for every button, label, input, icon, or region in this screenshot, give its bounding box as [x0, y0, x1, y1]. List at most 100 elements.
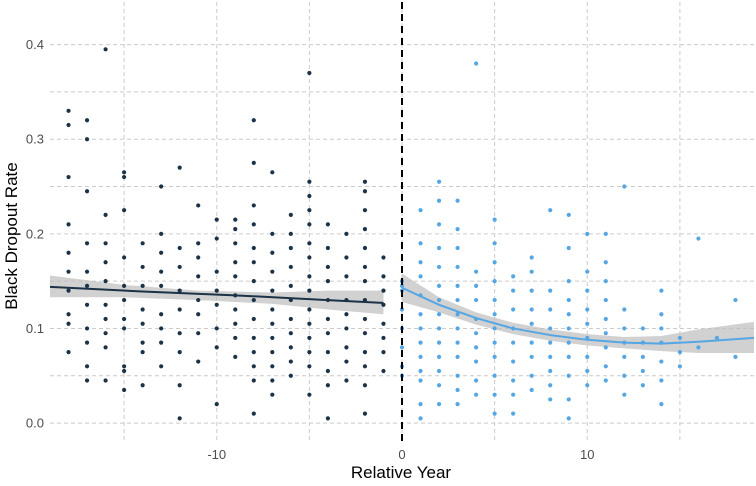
data-point — [122, 387, 127, 393]
data-point — [196, 331, 201, 336]
data-point — [122, 297, 127, 303]
data-point — [381, 335, 386, 341]
data-point — [492, 217, 497, 222]
data-point — [122, 316, 127, 322]
data-point — [84, 326, 90, 331]
data-point — [640, 354, 645, 359]
data-point — [177, 416, 182, 421]
data-point — [288, 283, 293, 288]
data-point — [196, 241, 201, 246]
data-point — [566, 297, 571, 303]
y-tick-labels: 0.0 0.1 0.2 0.3 0.4 — [26, 37, 44, 430]
data-point — [159, 283, 164, 288]
data-point — [177, 288, 182, 293]
data-point — [659, 378, 664, 383]
data-point — [103, 241, 108, 246]
data-point — [159, 231, 164, 236]
data-point — [640, 383, 645, 388]
data-point — [159, 312, 164, 317]
data-point — [307, 193, 312, 199]
data-point — [492, 260, 497, 265]
data-point — [66, 250, 71, 255]
data-point — [251, 350, 256, 355]
data-point — [214, 288, 219, 293]
x-tick-label: -10 — [207, 447, 226, 462]
data-point — [659, 326, 664, 331]
data-point — [362, 383, 368, 388]
data-point — [399, 345, 405, 350]
data-point — [418, 326, 423, 331]
data-point — [529, 307, 534, 312]
data-point — [436, 340, 442, 345]
data-point — [436, 297, 442, 303]
data-point — [585, 321, 590, 326]
data-point — [270, 350, 275, 355]
data-point — [585, 231, 590, 236]
data-point — [270, 321, 275, 326]
data-point — [603, 279, 608, 284]
data-point — [381, 368, 386, 374]
data-point — [251, 118, 256, 123]
data-point — [529, 255, 534, 260]
data-point — [196, 359, 201, 364]
data-point — [362, 245, 368, 251]
data-point — [418, 378, 423, 383]
y-tick-label: 0.2 — [26, 226, 44, 241]
data-point — [418, 274, 423, 279]
data-point — [140, 283, 145, 288]
data-point — [529, 321, 534, 326]
data-point — [548, 288, 553, 293]
data-point — [622, 307, 627, 312]
data-point — [622, 392, 627, 397]
data-point — [344, 274, 349, 279]
data-point — [455, 402, 460, 407]
data-point — [325, 222, 330, 227]
data-point — [362, 179, 368, 184]
data-point — [84, 302, 90, 307]
data-point — [362, 316, 368, 322]
data-point — [159, 250, 164, 255]
data-point — [270, 250, 275, 255]
data-point — [214, 302, 219, 307]
data-point — [288, 245, 293, 251]
data-point — [177, 165, 182, 170]
data-point — [566, 397, 571, 402]
data-point — [603, 297, 608, 303]
data-point — [585, 288, 590, 293]
data-point — [492, 392, 497, 397]
data-point — [103, 212, 108, 218]
data-point — [66, 312, 71, 317]
data-point — [251, 245, 256, 251]
data-point — [270, 307, 275, 312]
data-point — [436, 354, 442, 359]
data-point — [140, 340, 145, 345]
data-point — [474, 378, 479, 383]
data-point — [325, 264, 330, 270]
data-point — [251, 279, 256, 284]
data-point — [622, 184, 627, 189]
y-tick-label: 0.3 — [26, 132, 44, 147]
data-point — [418, 312, 423, 317]
data-point — [399, 307, 405, 312]
data-point — [159, 326, 164, 331]
data-point — [511, 307, 516, 312]
data-point — [288, 345, 293, 350]
data-point — [529, 288, 534, 293]
data-point — [455, 264, 460, 270]
data-point — [492, 411, 497, 416]
data-point — [122, 364, 127, 369]
data-point — [418, 416, 423, 421]
data-point — [307, 241, 312, 246]
data-point — [177, 307, 182, 312]
data-point — [474, 345, 479, 350]
data-point — [455, 326, 460, 331]
data-point — [455, 340, 460, 345]
data-point — [344, 359, 349, 364]
x-tick-labels: -10 0 10 — [207, 447, 594, 462]
data-point — [362, 350, 368, 355]
data-point — [84, 118, 90, 123]
data-point — [233, 335, 238, 341]
data-point — [529, 340, 534, 345]
data-point — [84, 189, 90, 194]
data-point — [566, 279, 571, 284]
